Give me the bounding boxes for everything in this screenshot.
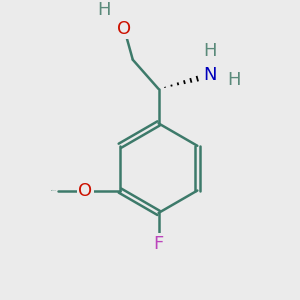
Text: H: H: [97, 1, 110, 19]
Text: H: H: [203, 42, 217, 60]
Text: O: O: [117, 20, 131, 38]
Text: F: F: [154, 235, 164, 253]
Text: O: O: [78, 182, 92, 200]
Text: N: N: [203, 66, 217, 84]
Text: H: H: [228, 71, 241, 89]
Text: methoxy: methoxy: [51, 190, 58, 191]
